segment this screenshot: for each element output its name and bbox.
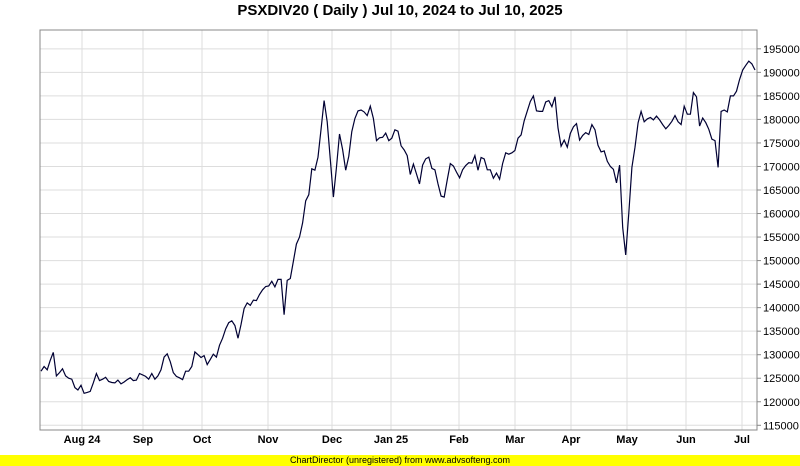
y-tick-label: 185000 <box>763 91 800 103</box>
y-tick-label: 165000 <box>763 185 800 197</box>
x-tick-label: Jun <box>676 434 696 446</box>
x-tick-label: Nov <box>258 434 280 446</box>
y-tick-label: 195000 <box>763 44 800 56</box>
grid-lines <box>40 30 757 430</box>
x-tick-label: Mar <box>505 434 525 446</box>
y-tick-label: 145000 <box>763 279 800 291</box>
y-tick-label: 140000 <box>763 303 800 315</box>
x-tick-label: Dec <box>322 434 342 446</box>
chart-title: PSXDIV20 ( Daily ) Jul 10, 2024 to Jul 1… <box>237 2 563 19</box>
x-tick-label: Jan 25 <box>374 434 408 446</box>
y-tick-label: 155000 <box>763 232 800 244</box>
chart-plot: 115000 120000 125000 130000 135000 140000 1450… <box>39 29 800 446</box>
y-tick-label: 115000 <box>763 420 799 432</box>
y-tick-label: 135000 <box>763 326 800 338</box>
y-tick-label: 160000 <box>763 209 800 221</box>
y-tick-label: 150000 <box>763 256 800 268</box>
y-axis-ticks: 115000 120000 125000 130000 135000 140000 1450… <box>757 44 800 432</box>
y-tick-label: 125000 <box>763 373 800 385</box>
x-tick-label: Jul <box>734 434 750 446</box>
plot-area-border <box>39 29 758 431</box>
x-tick-label: Feb <box>449 434 469 446</box>
x-tick-label: Apr <box>562 434 582 446</box>
y-tick-label: 170000 <box>763 161 800 173</box>
x-tick-label: Aug 24 <box>64 434 102 446</box>
y-tick-label: 180000 <box>763 114 800 126</box>
y-tick-label: 130000 <box>763 350 800 362</box>
price-line <box>40 60 756 395</box>
y-tick-label: 190000 <box>763 67 800 79</box>
x-tick-label: Sep <box>133 434 153 446</box>
footer-credit: ChartDirector (unregistered) from www.ad… <box>0 455 800 466</box>
y-tick-label: 175000 <box>763 138 800 150</box>
x-axis-ticks: Aug 24 Sep Oct Nov Dec Jan 25 Feb Mar Apr May Jun J… <box>64 434 750 446</box>
y-tick-label: 120000 <box>763 397 800 409</box>
x-tick-label: Oct <box>193 434 212 446</box>
x-tick-label: May <box>616 434 638 446</box>
